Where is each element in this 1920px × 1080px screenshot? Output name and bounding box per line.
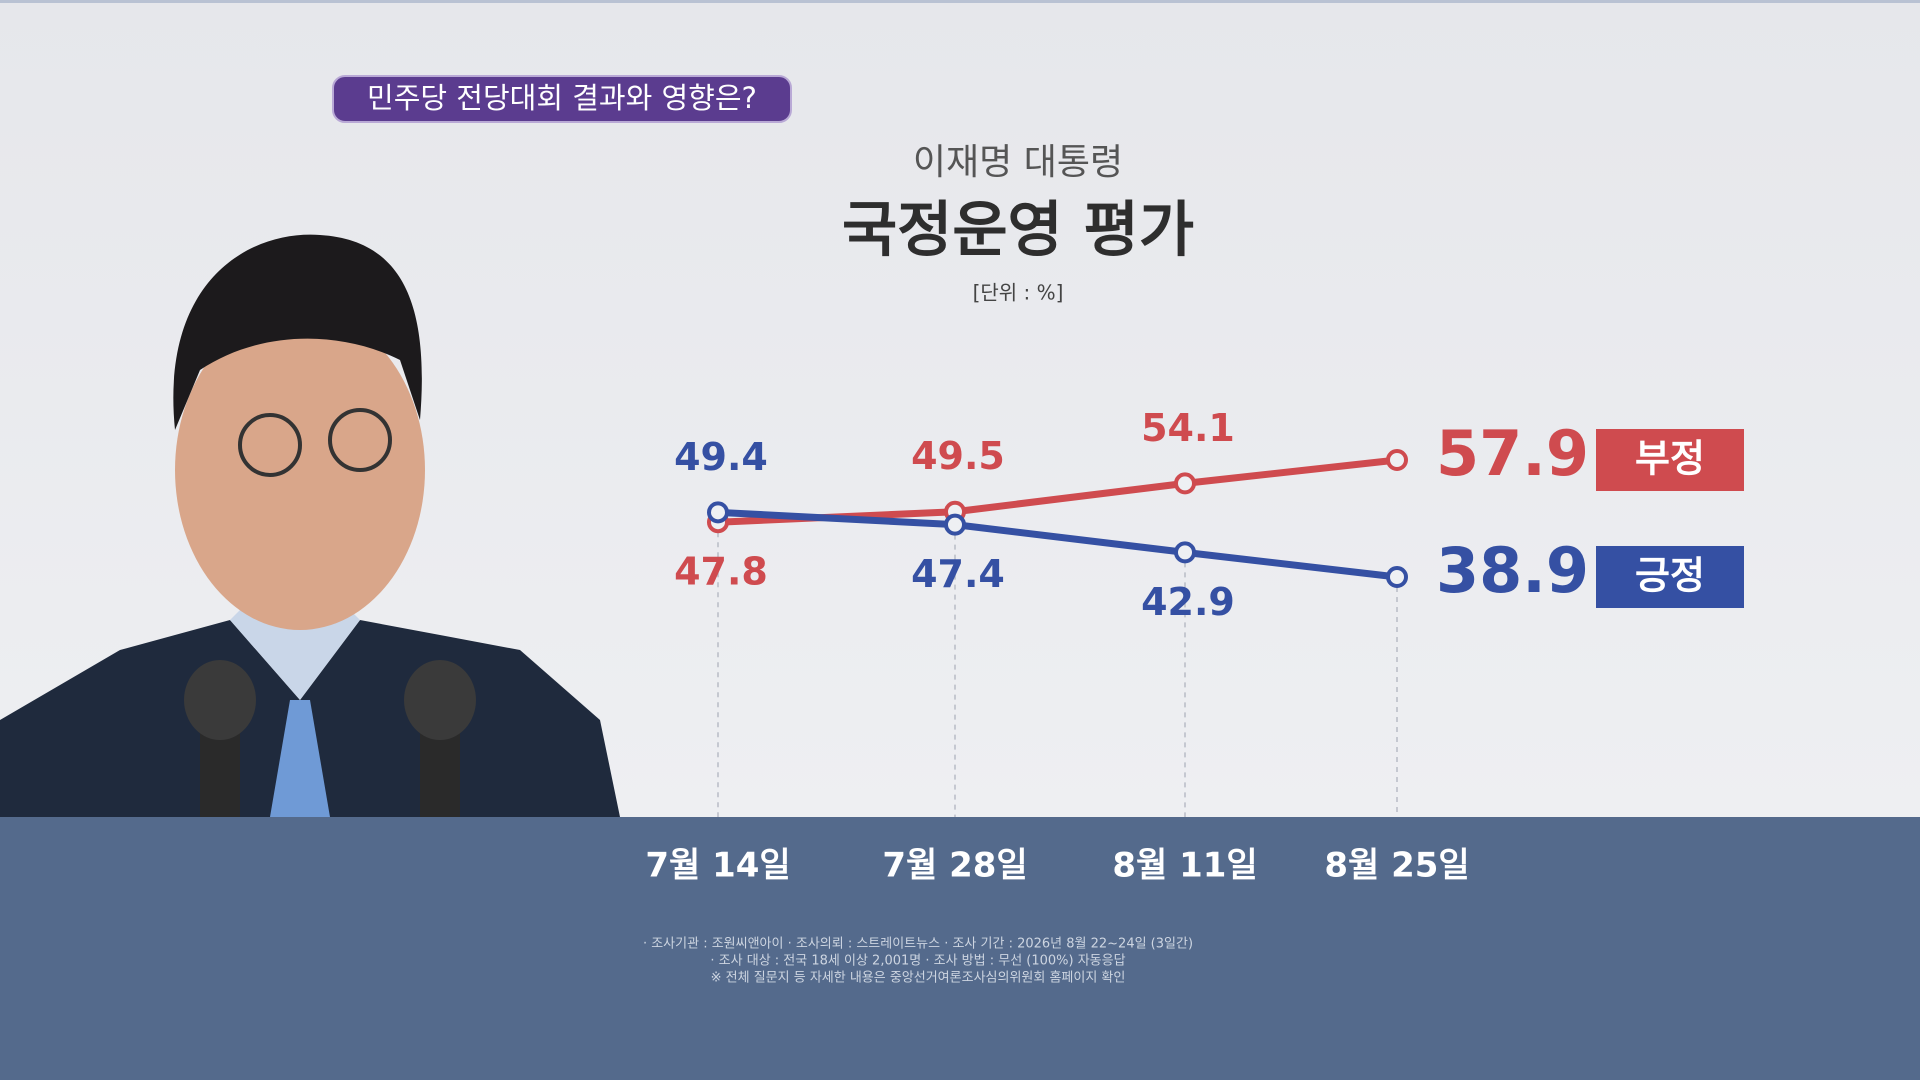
marker [1386,566,1408,588]
marker [1174,472,1196,495]
bottom-band [0,817,1920,1080]
legend-label: 긍정 [1635,554,1705,598]
x-tick-label: 7월 14일 [645,846,790,886]
legend-label: 부정 [1635,437,1705,481]
speaker-photo [0,234,620,817]
value-label: 54.1 [1141,406,1235,450]
value-label: 38.9 [1436,534,1589,607]
value-label: 57.9 [1436,417,1589,490]
value-label: 49.5 [911,434,1005,478]
marker [944,513,966,536]
marker [707,501,729,524]
footnote: ※ 전체 질문지 등 자세한 내용은 중앙선거여론조사심의위원회 홈페이지 확인 [711,971,1126,986]
x-tick-label: 8월 25일 [1324,846,1469,886]
top-edge [0,0,1920,3]
header-tag: 민주당 전당대회 결과와 영향은? [367,81,757,115]
marker [1174,541,1196,564]
x-tick-label: 7월 28일 [882,846,1027,886]
legend-box [1596,546,1744,608]
unit-label: [단위 : %] [973,281,1064,305]
x-tick-label: 8월 11일 [1112,846,1257,886]
legend-box [1596,429,1744,491]
chart-subtitle: 이재명 대통령 [913,142,1123,183]
value-label: 47.8 [674,550,768,594]
marker [1386,449,1408,471]
value-label: 49.4 [674,435,768,479]
value-label: 47.4 [911,552,1005,596]
value-label: 42.9 [1141,580,1235,624]
footnote: · 조사 대상 : 전국 18세 이상 2,001명 · 조사 방법 : 무선 … [710,954,1125,969]
header-tag-box [332,75,792,123]
chart-title: 국정운영 평가 [842,196,1194,266]
series-line [717,508,1398,581]
footnote: · 조사기관 : 조원씨앤아이 · 조사의뢰 : 스트레이트뉴스 · 조사 기간… [643,937,1193,952]
